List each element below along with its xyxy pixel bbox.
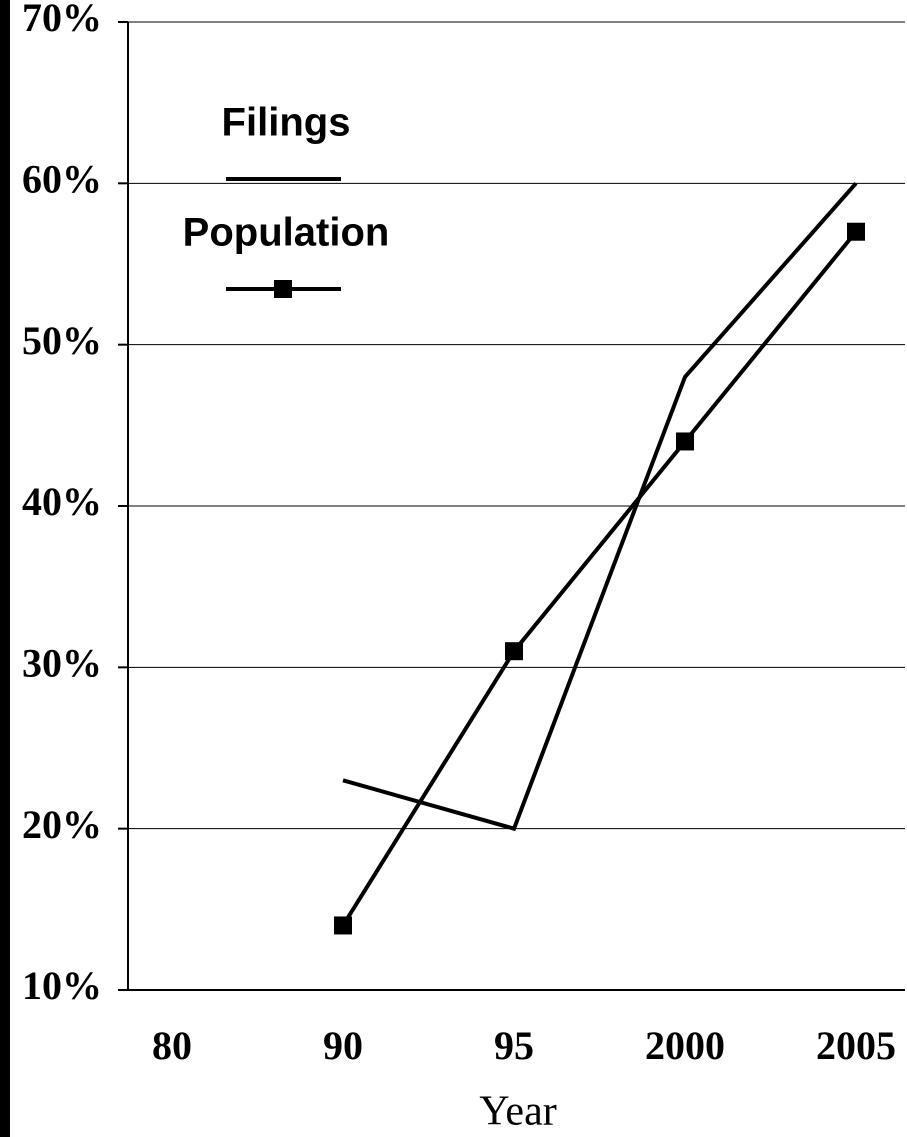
x-tick-label: 90: [323, 1023, 363, 1068]
x-tick-label: 95: [494, 1023, 534, 1068]
y-tick-label: 30%: [22, 641, 102, 686]
marker: [847, 222, 865, 241]
y-tick-label: 20%: [22, 802, 102, 847]
legend-label: Filings: [222, 101, 351, 145]
y-tick-label: 40%: [22, 479, 102, 524]
y-tick-label: 70%: [22, 0, 102, 40]
x-tick-label: 2000: [645, 1023, 725, 1068]
legend-label: Population: [183, 211, 390, 255]
x-tick-label: 80: [152, 1023, 192, 1068]
legend-marker: [274, 280, 292, 298]
left-border: [0, 0, 10, 1137]
series-line: [342, 182, 858, 832]
marker: [505, 642, 523, 661]
y-tick-label: 10%: [22, 963, 102, 1008]
marker: [334, 916, 352, 935]
y-tick-label: 50%: [22, 318, 102, 363]
marker: [676, 432, 694, 451]
series-line: [341, 230, 858, 927]
x-axis-label: Year: [479, 1089, 556, 1135]
x-tick-label: 2005: [816, 1023, 896, 1068]
y-tick-label: 60%: [22, 157, 102, 202]
